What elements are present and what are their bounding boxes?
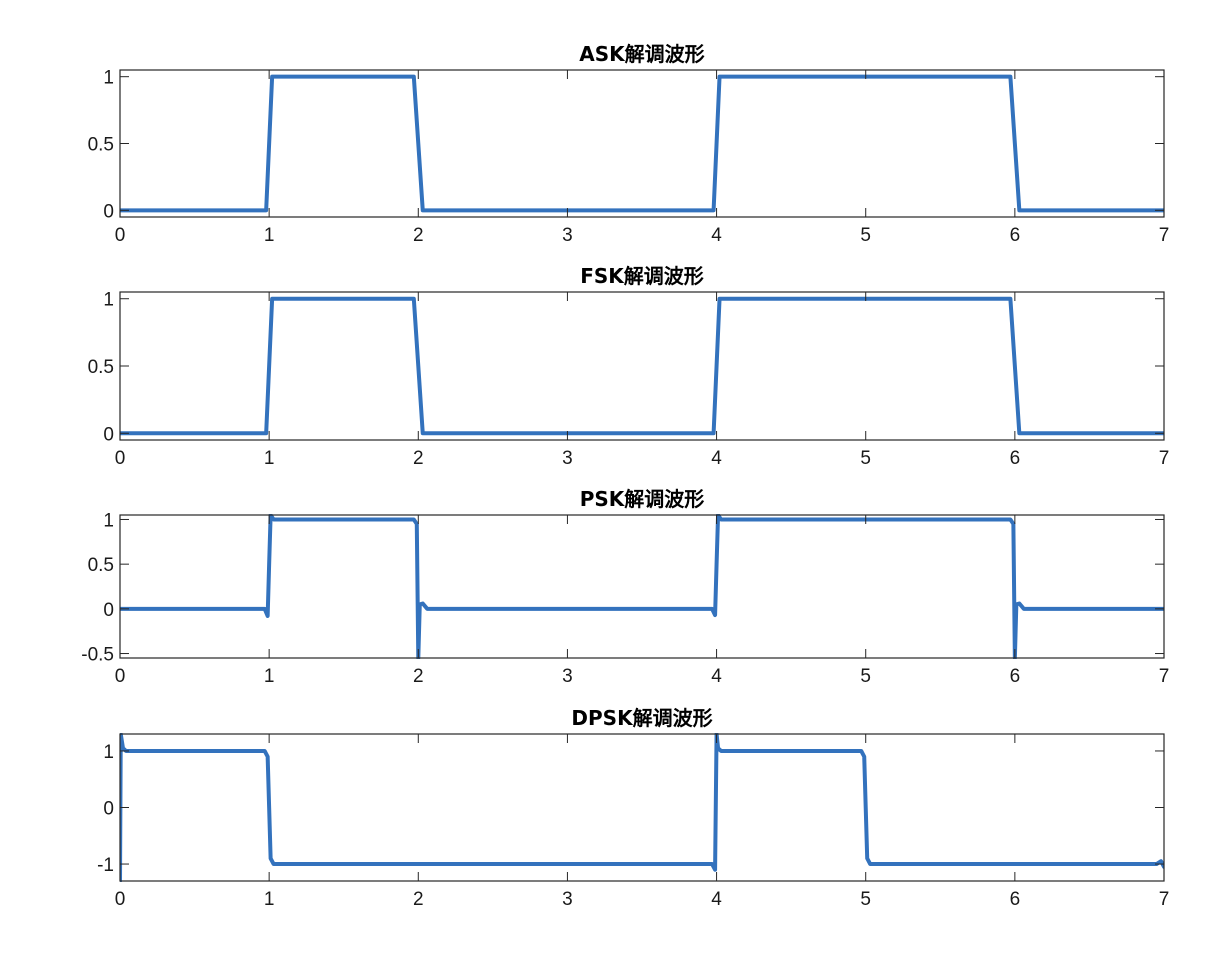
data-series-line: [120, 296, 1164, 436]
x-tick-label: 3: [562, 448, 573, 469]
x-tick-label: 0: [115, 666, 126, 687]
x-tick-label: 6: [1010, 666, 1021, 687]
x-tick-label: 5: [860, 666, 871, 687]
axes-frame: [119, 514, 1165, 659]
subplot-title: PSK解调波形: [580, 487, 705, 511]
x-tick-label: 2: [413, 666, 424, 687]
x-tick-label: 0: [115, 225, 126, 246]
y-tick-label: 1: [103, 742, 114, 763]
x-tick-label: 6: [1010, 225, 1021, 246]
subplot-title: ASK解调波形: [579, 42, 704, 66]
y-tick-label: 0: [103, 201, 114, 222]
x-tick-label: 3: [562, 666, 573, 687]
x-tick-label: 4: [711, 666, 722, 687]
y-tick-label: -1: [97, 855, 114, 876]
subplot-1: 0 1 2 3 4 5 6 7 0 0.5 1 ASK解调波形: [88, 42, 1170, 246]
x-tick-label: 7: [1159, 666, 1170, 687]
y-tick-label: 0: [103, 799, 114, 820]
x-tick-label: 7: [1159, 225, 1170, 246]
subplot-2: 0 1 2 3 4 5 6 7 0 0.5 1 FSK解调波形: [88, 264, 1170, 469]
x-tick-label: 4: [711, 225, 722, 246]
subplot-title: FSK解调波形: [580, 264, 704, 288]
y-tick-label: 1: [103, 68, 114, 89]
x-tick-label: 4: [711, 889, 722, 910]
x-tick-label: 2: [413, 448, 424, 469]
y-tick-label: 1: [103, 290, 114, 311]
y-tick-label: 0.5: [88, 357, 114, 378]
x-tick-label: 1: [264, 889, 275, 910]
y-tick-label: 0.5: [88, 135, 114, 156]
x-tick-label: 6: [1010, 448, 1021, 469]
y-tick-label: 1: [103, 510, 114, 531]
x-tick-label: 0: [115, 448, 126, 469]
x-tick-label: 1: [264, 666, 275, 687]
x-tick-label: 5: [860, 448, 871, 469]
y-tick-label: -0.5: [81, 645, 114, 666]
x-tick-label: 3: [562, 225, 573, 246]
x-tick-label: 1: [264, 225, 275, 246]
x-tick-label: 5: [860, 889, 871, 910]
data-series-line: [120, 74, 1164, 213]
subplot-title: DPSK解调波形: [571, 706, 712, 730]
x-tick-label: 6: [1010, 889, 1021, 910]
y-tick-label: 0: [103, 600, 114, 621]
y-tick-label: 0: [103, 424, 114, 445]
x-tick-label: 4: [711, 448, 722, 469]
y-tick-label: 0.5: [88, 555, 114, 576]
x-tick-label: 5: [860, 225, 871, 246]
data-series-line: [120, 733, 1164, 882]
x-tick-label: 2: [413, 225, 424, 246]
x-tick-label: 3: [562, 889, 573, 910]
x-tick-label: 7: [1159, 448, 1170, 469]
x-tick-label: 0: [115, 889, 126, 910]
x-tick-label: 2: [413, 889, 424, 910]
x-tick-label: 7: [1159, 889, 1170, 910]
x-tick-label: 1: [264, 448, 275, 469]
